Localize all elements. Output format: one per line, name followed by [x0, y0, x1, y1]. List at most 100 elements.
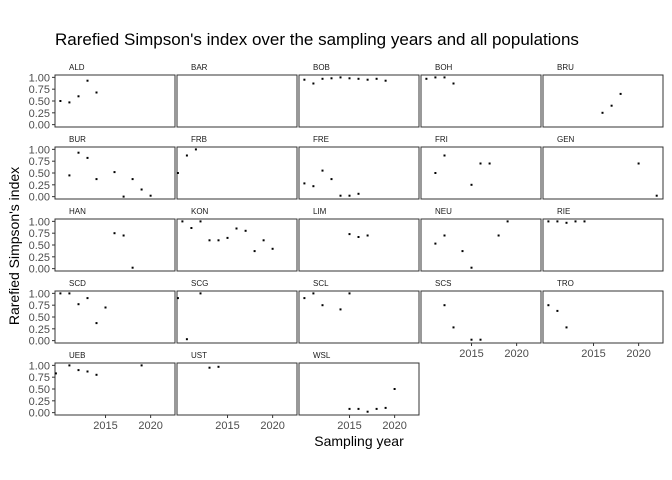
point-rie-3 — [574, 220, 577, 223]
point-scs-1 — [452, 326, 455, 329]
x-tick-label-ust-1: 2020 — [260, 420, 284, 432]
x-tick-label-ueb-1: 2020 — [138, 420, 162, 432]
facet-label-scl: SCL — [313, 279, 329, 288]
point-bru-0 — [601, 111, 604, 114]
y-tick-label-han-1: 0.25 — [29, 252, 50, 264]
point-bob-3 — [330, 77, 333, 80]
point-bur-0 — [68, 174, 71, 177]
point-han-0 — [113, 232, 116, 235]
point-wsl-5 — [393, 388, 396, 390]
point-bur-6 — [131, 178, 134, 181]
panel-rie — [542, 218, 664, 272]
point-wsl-2 — [366, 410, 369, 413]
y-tick-label-bur-1: 0.25 — [29, 180, 50, 192]
point-bob-9 — [384, 79, 387, 82]
point-fre-0 — [303, 182, 306, 185]
point-frb-2 — [194, 148, 197, 151]
y-tick-label-han-3: 0.75 — [29, 228, 50, 240]
chart-title: Rarefied Simpson's index over the sampli… — [55, 30, 579, 49]
y-tick-label-ueb-0: 0.00 — [29, 408, 50, 420]
point-ueb-3 — [86, 370, 89, 373]
y-tick-label-han-2: 0.50 — [29, 240, 50, 252]
point-bur-5 — [122, 195, 125, 198]
panel-lim — [298, 218, 420, 272]
point-fre-5 — [348, 194, 351, 197]
point-kon-5 — [226, 236, 229, 239]
point-fre-4 — [339, 194, 342, 197]
facet-label-rie: RIE — [557, 207, 570, 216]
panel-bar — [176, 74, 298, 128]
facet-label-ust: UST — [191, 351, 207, 360]
panel-scl — [298, 290, 420, 344]
facet-label-kon: KON — [191, 207, 209, 216]
point-kon-0 — [181, 220, 184, 223]
y-tick-label-scd-4: 1.00 — [29, 288, 50, 300]
x-tick-label-ust-0: 2015 — [215, 420, 239, 432]
point-ald-2 — [77, 95, 80, 98]
point-ald-4 — [95, 91, 98, 94]
point-scs-3 — [479, 338, 482, 341]
point-fre-1 — [312, 185, 315, 188]
point-rie-0 — [547, 220, 550, 223]
y-tick-label-scd-3: 0.75 — [29, 300, 50, 312]
point-neu-0 — [434, 242, 437, 245]
point-ueb-5 — [140, 364, 143, 367]
facet-label-han: HAN — [69, 207, 86, 216]
panel-ust — [176, 362, 298, 416]
point-rie-4 — [583, 220, 586, 223]
point-boh-3 — [452, 82, 455, 85]
point-ueb-1 — [68, 364, 71, 367]
point-bur-7 — [140, 188, 143, 191]
y-tick-label-bur-0: 0.00 — [29, 192, 50, 204]
x-tick-label-scs-0: 2015 — [459, 348, 483, 360]
point-fri-3 — [479, 162, 482, 165]
point-bur-3 — [95, 178, 98, 181]
panel-neu — [420, 218, 542, 272]
y-tick-label-bur-4: 1.00 — [29, 144, 50, 156]
point-fre-6 — [357, 192, 360, 195]
panel-wsl — [298, 362, 420, 416]
point-ald-1 — [68, 101, 71, 104]
point-scg-0 — [176, 297, 179, 300]
point-kon-3 — [208, 239, 211, 242]
facet-label-fri: FRI — [435, 135, 448, 144]
point-kon-10 — [271, 247, 274, 250]
panel-han — [54, 218, 176, 272]
panel-fre — [298, 146, 420, 200]
y-tick-label-ueb-4: 1.00 — [29, 360, 50, 372]
y-tick-label-han-0: 0.00 — [29, 264, 50, 276]
y-tick-label-scd-0: 0.00 — [29, 336, 50, 348]
panel-kon — [176, 218, 298, 272]
point-fri-0 — [434, 172, 437, 174]
point-ust-0 — [208, 366, 211, 369]
facet-label-scd: SCD — [69, 279, 86, 288]
point-fre-3 — [330, 178, 333, 181]
panel-scg — [176, 290, 298, 344]
facet-label-bob: BOB — [313, 63, 330, 72]
y-tick-label-ueb-2: 0.50 — [29, 384, 50, 396]
point-scd-2 — [77, 303, 80, 306]
y-tick-label-ald-3: 0.75 — [29, 84, 50, 96]
x-axis-title: Sampling year — [314, 433, 404, 449]
point-gen-0 — [637, 162, 640, 165]
point-bob-5 — [348, 77, 351, 80]
facet-label-wsl: WSL — [313, 351, 331, 360]
facet-label-scg: SCG — [191, 279, 208, 288]
point-kon-9 — [262, 239, 265, 242]
panel-bru — [542, 74, 664, 128]
y-tick-label-bur-2: 0.50 — [29, 168, 50, 180]
point-fri-1 — [443, 154, 446, 157]
facet-label-bur: BUR — [69, 135, 86, 144]
y-tick-label-ald-0: 0.00 — [29, 120, 50, 132]
panel-fri — [420, 146, 542, 200]
panel-gen — [542, 146, 664, 200]
point-ueb-0 — [54, 372, 57, 375]
panel-scs — [420, 290, 542, 344]
point-ald-0 — [59, 100, 62, 102]
point-neu-3 — [470, 266, 473, 269]
y-axis-title: Rarefied Simpson's index — [6, 167, 22, 325]
point-scd-4 — [95, 322, 98, 325]
point-neu-5 — [506, 220, 509, 223]
